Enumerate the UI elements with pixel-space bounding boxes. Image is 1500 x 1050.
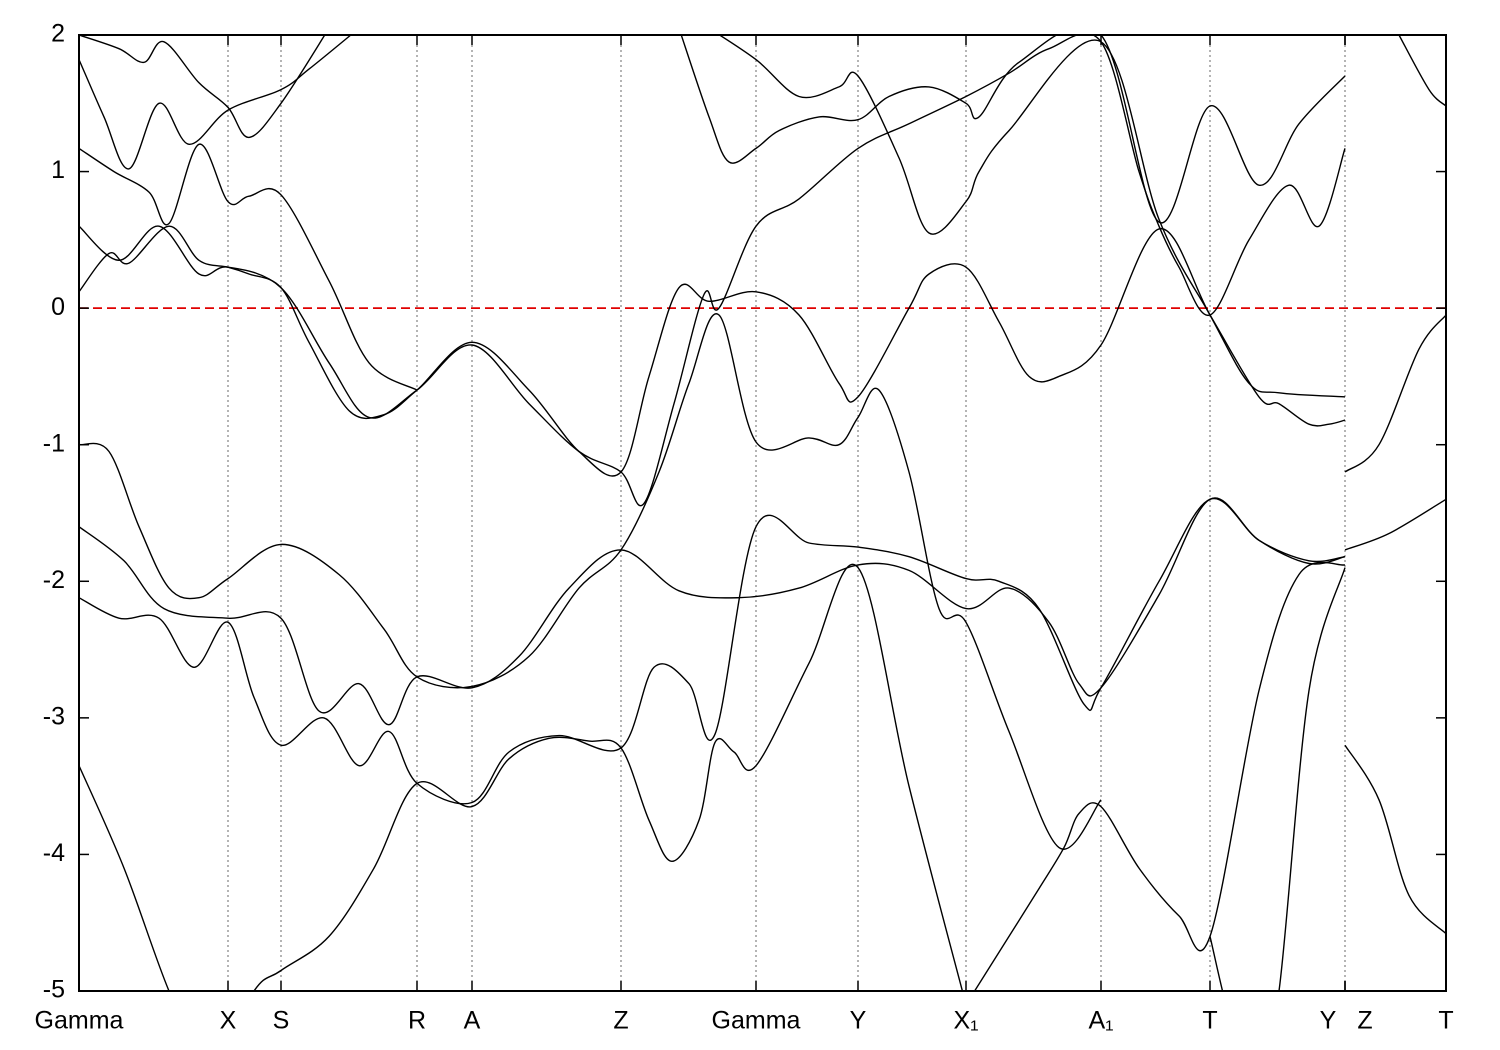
band — [1344, 314, 1446, 473]
band — [680, 35, 1346, 224]
band — [79, 225, 1346, 477]
x-tick-label: A — [464, 1007, 481, 1035]
y-tick-label: 1 — [51, 156, 65, 184]
bands — [79, 35, 1446, 991]
band — [1344, 744, 1446, 935]
band — [973, 561, 1346, 991]
band — [79, 313, 1102, 850]
x-tick-label: X₁ — [953, 1007, 978, 1035]
band — [79, 563, 964, 991]
x-tick-label: T — [1202, 1007, 1217, 1035]
y-tick-label: -1 — [43, 429, 65, 457]
y-tick-label: -4 — [43, 839, 65, 867]
x-tick-label: T — [1438, 1007, 1453, 1035]
band — [1398, 35, 1446, 107]
x-tick-label: S — [273, 1007, 290, 1035]
plot-frame — [78, 34, 1447, 992]
x-tick-label: A₁ — [1088, 1007, 1113, 1035]
y-tick-label: -5 — [43, 976, 65, 1004]
y-tick-label: -3 — [43, 702, 65, 730]
band — [79, 35, 352, 170]
band — [79, 35, 1346, 507]
x-tick-label: R — [408, 1007, 426, 1035]
band — [79, 143, 418, 391]
x-tick-label: Z — [613, 1007, 628, 1035]
x-tick-label: Z — [1357, 1007, 1372, 1035]
y-tick-label: -2 — [43, 566, 65, 594]
x-tick-label: X — [220, 1007, 237, 1035]
y-tick-label: 2 — [51, 20, 65, 48]
x-tick-label: Gamma — [712, 1007, 801, 1035]
x-tick-label: Y — [850, 1007, 867, 1035]
band — [1344, 498, 1446, 551]
band — [1209, 567, 1346, 991]
x-tick-label: Y — [1320, 1007, 1337, 1035]
x-tick-label: Gamma — [35, 1007, 124, 1035]
band — [718, 35, 1346, 398]
y-tick-label: 0 — [51, 293, 65, 321]
grid — [78, 35, 1447, 991]
band — [79, 35, 326, 139]
band — [79, 497, 1346, 726]
band — [79, 497, 1346, 805]
